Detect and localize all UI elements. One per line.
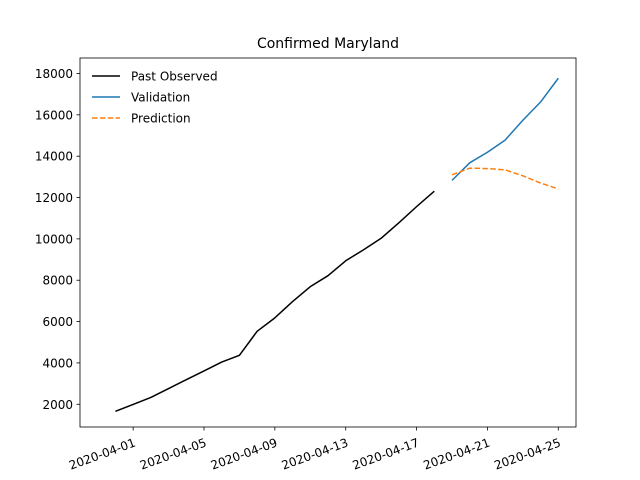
series-line-past-observed <box>115 190 435 412</box>
y-tick-label: 4000 <box>42 356 73 370</box>
y-tick-label: 2000 <box>42 398 73 412</box>
y-tick-label: 18000 <box>35 67 73 81</box>
y-tick-label: 12000 <box>35 191 73 205</box>
y-tick-label: 16000 <box>35 108 73 122</box>
chart-title: Confirmed Maryland <box>257 36 399 52</box>
y-tick-label: 8000 <box>42 274 73 288</box>
legend: Past Observed Validation Prediction <box>92 70 218 126</box>
plot-frame <box>79 57 577 428</box>
y-axis: 2000 4000 6000 8000 10000 12000 14000 16000 1800… <box>35 67 80 412</box>
plot-lines <box>115 77 559 412</box>
legend-label: Past Observed <box>131 70 218 84</box>
series-line-validation <box>451 77 559 181</box>
legend-label: Prediction <box>131 112 191 126</box>
legend-label: Validation <box>131 91 190 105</box>
y-tick-label: 14000 <box>35 150 73 164</box>
y-tick-label: 10000 <box>35 232 73 246</box>
y-tick-label: 6000 <box>42 315 73 329</box>
series-line-prediction <box>451 167 559 190</box>
